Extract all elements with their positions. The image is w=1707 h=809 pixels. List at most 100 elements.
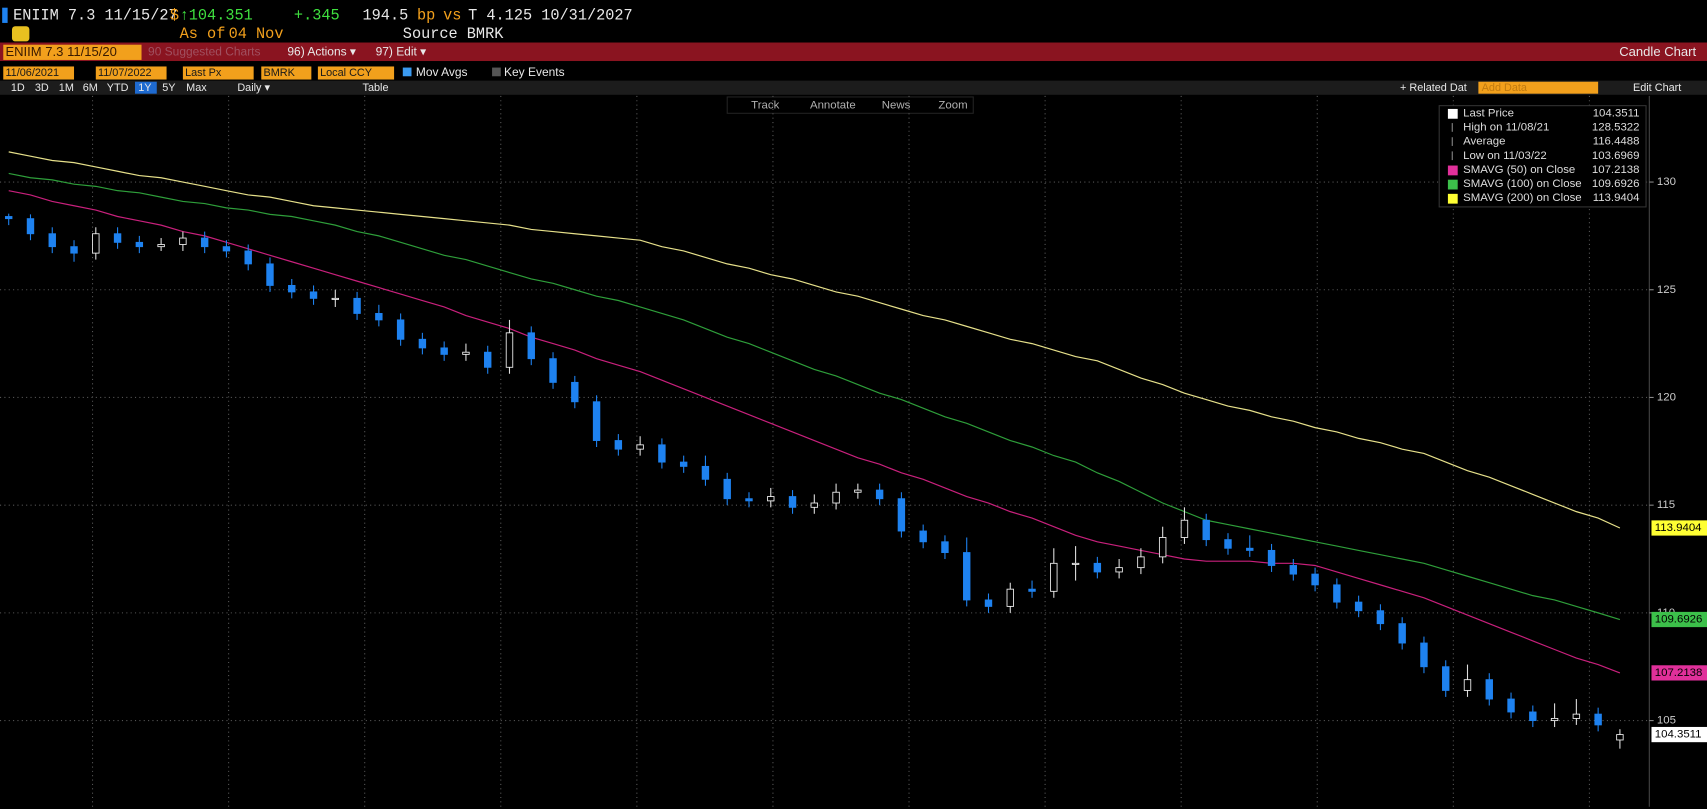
- edit-menu[interactable]: 97) Edit ▾: [376, 44, 427, 58]
- source-box[interactable]: [261, 66, 312, 80]
- period-button[interactable]: 1Y: [138, 82, 152, 94]
- candle-body: [919, 530, 927, 543]
- candle-body: [1420, 642, 1428, 668]
- mov-avgs[interactable]: Mov Avgs: [416, 65, 468, 79]
- chart-tool[interactable]: News: [882, 100, 911, 112]
- key-events-checkbox[interactable]: [492, 67, 501, 77]
- candle-body: [723, 478, 731, 500]
- period-button[interactable]: 1D: [11, 82, 25, 94]
- as-of-date: 04 Nov: [229, 25, 284, 43]
- legend-label: Last Price: [1463, 107, 1514, 119]
- end-date-box[interactable]: [95, 66, 167, 80]
- candle-body: [179, 237, 187, 245]
- candle-body: [941, 541, 949, 553]
- ma-value-marker-label: 107.2138: [1655, 667, 1703, 679]
- period-button[interactable]: 6M: [83, 82, 98, 94]
- mov-avgs-checkbox[interactable]: [402, 67, 412, 77]
- start-date-box[interactable]: [3, 66, 75, 80]
- candle-body: [897, 498, 906, 532]
- candle-body: [26, 218, 35, 235]
- legend-label: SMAVG (200) on Close: [1463, 192, 1582, 204]
- legend-label: Low on 11/03/22: [1463, 150, 1547, 162]
- price: ↑104.351: [180, 6, 253, 24]
- add-data[interactable]: Add Data: [1482, 82, 1528, 94]
- source-field[interactable]: BMRK: [263, 67, 295, 79]
- y-tick-label: 115: [1657, 499, 1675, 511]
- candle-body: [440, 347, 448, 355]
- candle-body: [1529, 711, 1537, 722]
- candle-body: [1442, 666, 1450, 691]
- key-events[interactable]: Key Events: [504, 65, 565, 79]
- security-input-box[interactable]: [3, 44, 142, 60]
- legend-value: 103.6969: [1592, 150, 1640, 162]
- candle-body: [745, 498, 753, 502]
- security-input[interactable]: ENIIM 7.3 11/15/20: [5, 44, 116, 59]
- candle-body: [1289, 565, 1298, 575]
- period-button[interactable]: 5Y: [162, 82, 176, 94]
- period-button[interactable]: YTD: [107, 82, 129, 94]
- chart-tool[interactable]: Annotate: [810, 100, 856, 112]
- y-tick-label: 120: [1657, 391, 1676, 403]
- legend-label: SMAVG (100) on Close: [1463, 178, 1582, 190]
- moving-average-line: [8, 190, 1621, 674]
- candle-body: [963, 552, 971, 601]
- add-data-box[interactable]: [1478, 81, 1599, 94]
- legend-label: High on 11/08/21: [1463, 121, 1549, 133]
- candle-body: [1507, 698, 1515, 713]
- candle-body: [200, 237, 209, 248]
- table-button[interactable]: Table: [363, 82, 389, 94]
- ma-value-marker: [1651, 611, 1707, 628]
- candle-body: [48, 233, 56, 248]
- candle-body: [549, 358, 557, 383]
- moving-average-line: [8, 151, 1621, 529]
- candle-body: [505, 332, 514, 368]
- period-bar: [0, 80, 1707, 95]
- candle-body: [854, 489, 862, 493]
- chart-tool[interactable]: Track: [751, 100, 779, 112]
- edit-chart[interactable]: Edit Chart: [1633, 82, 1681, 94]
- candle-body: [1311, 573, 1319, 586]
- field[interactable]: Last Px: [185, 67, 222, 79]
- currency-field[interactable]: Local CCY: [320, 67, 373, 79]
- as-of: As of: [180, 25, 226, 43]
- period-button[interactable]: 1M: [59, 82, 74, 94]
- candle-body: [701, 465, 710, 480]
- currency-box[interactable]: [317, 66, 395, 80]
- ma-value-marker-label: 109.6926: [1655, 614, 1703, 626]
- frequency[interactable]: Daily ▾: [237, 82, 270, 94]
- candle-body: [984, 599, 993, 607]
- related-data[interactable]: + Related Dat: [1400, 82, 1467, 94]
- currency: $: [170, 6, 179, 24]
- benchmark: T 4.125 10/31/2027: [468, 6, 633, 24]
- suggested-charts[interactable]: 90 Suggested Charts: [148, 44, 260, 58]
- candle-body: [810, 502, 819, 508]
- y-tick-label: 130: [1657, 176, 1676, 188]
- vs: vs: [443, 6, 461, 24]
- legend-value: 128.5322: [1592, 121, 1640, 133]
- end-date[interactable]: 11/07/2022: [98, 67, 152, 79]
- candle-body: [135, 241, 144, 248]
- candle-body: [875, 489, 884, 500]
- actions-menu[interactable]: 96) Actions ▾: [287, 44, 356, 58]
- period-button[interactable]: 3D: [35, 82, 49, 94]
- candle-body: [592, 401, 601, 441]
- start-date[interactable]: 11/06/2021: [5, 67, 59, 79]
- candle-body: [658, 444, 666, 463]
- candle-body: [1333, 584, 1341, 603]
- period-button[interactable]: Max: [186, 82, 207, 94]
- legend-swatch: [1447, 193, 1458, 204]
- candle-body: [113, 233, 122, 243]
- y-tick-label: 125: [1657, 284, 1676, 296]
- change: +.345: [294, 6, 340, 24]
- candle-body: [1158, 537, 1167, 558]
- chart-tool[interactable]: Zoom: [938, 100, 967, 112]
- legend-label: SMAVG (50) on Close: [1463, 164, 1575, 176]
- moving-average-line: [8, 172, 1621, 621]
- last-price-marker-label: 104.3511: [1655, 729, 1702, 741]
- header-flag: [2, 7, 8, 23]
- candle-body: [92, 233, 100, 254]
- candle-body: [1267, 549, 1276, 566]
- field-box[interactable]: [182, 66, 254, 80]
- candle-body: [396, 319, 405, 340]
